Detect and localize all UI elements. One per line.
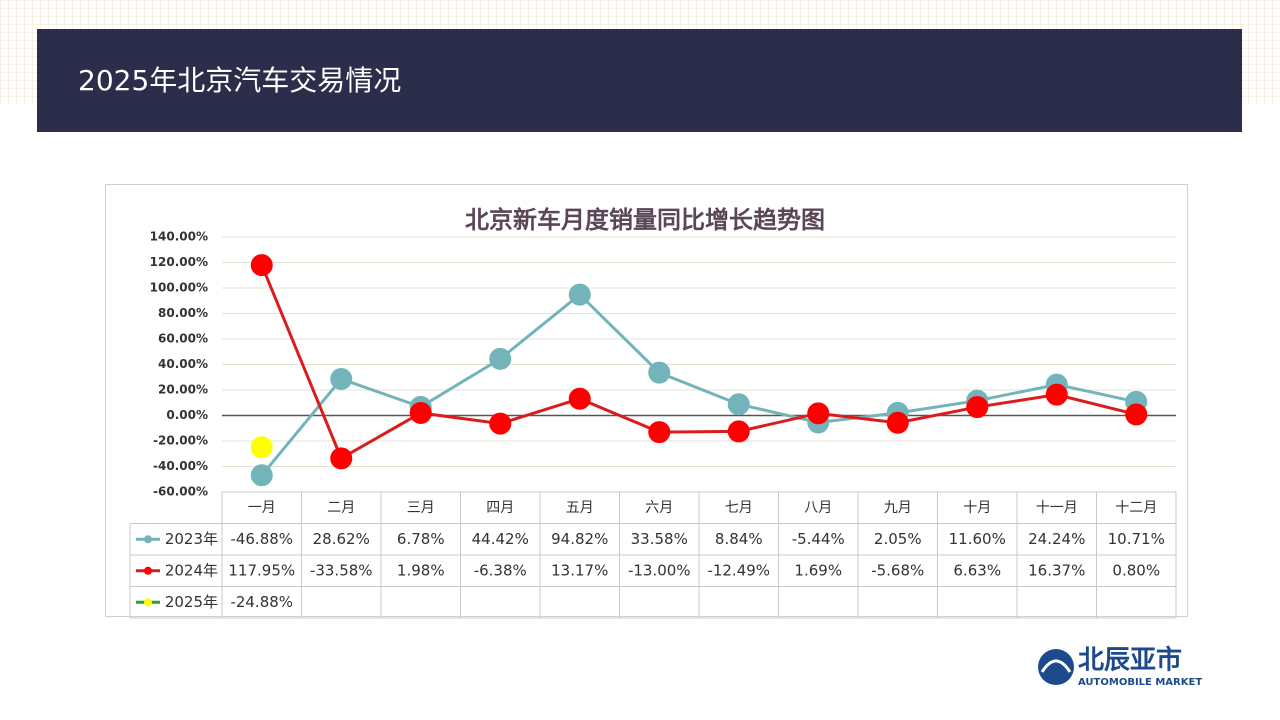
- table-value: 8.84%: [715, 530, 763, 548]
- table-value: 16.37%: [1028, 561, 1085, 579]
- table-value: 11.60%: [949, 530, 1006, 548]
- x-tick-label: 五月: [566, 500, 594, 516]
- data-point: [966, 396, 989, 419]
- table-value: -6.38%: [474, 561, 527, 579]
- y-tick-label: 100.00%: [150, 281, 208, 295]
- logo-name: 北辰亚市: [1078, 645, 1182, 676]
- table-value: 1.98%: [397, 561, 445, 579]
- legend-label: 2024年: [165, 561, 218, 579]
- table-value: -5.44%: [792, 530, 845, 548]
- y-tick-label: 80.00%: [158, 306, 208, 320]
- y-tick-label: 0.00%: [166, 408, 208, 422]
- data-point: [330, 447, 353, 470]
- table-value: 24.24%: [1028, 530, 1085, 548]
- logo-icon-arc: [1040, 659, 1072, 673]
- data-point: [648, 421, 671, 444]
- chart-frame: [105, 184, 1188, 617]
- series-line: [260, 292, 1137, 477]
- legend-marker: [144, 535, 152, 544]
- y-tick-label: 40.00%: [158, 357, 208, 371]
- x-tick-label: 六月: [645, 500, 673, 516]
- data-point: [250, 464, 273, 487]
- x-tick-label: 七月: [725, 500, 753, 516]
- x-tick-label: 一月: [248, 500, 276, 516]
- data-point: [489, 412, 512, 435]
- data-point: [1045, 383, 1068, 406]
- logo-subtitle: AUTOMOBILE MARKET: [1078, 677, 1202, 688]
- table-value: 6.63%: [953, 561, 1001, 579]
- series-line: [260, 264, 1137, 461]
- table-value: 6.78%: [397, 530, 445, 548]
- table-value: -33.58%: [310, 561, 373, 579]
- table-value: 13.17%: [551, 561, 608, 579]
- y-tick-label: 120.00%: [150, 255, 208, 269]
- y-tick-label: 20.00%: [158, 383, 208, 397]
- data-point: [330, 368, 353, 391]
- chart: -60.00% -40.00% -20.00% 0.00% 20.00% 40.00% 60…: [129, 230, 1177, 619]
- table-value: 94.82%: [551, 530, 608, 548]
- y-tick-label: -60.00%: [153, 485, 208, 499]
- y-tick-label: -20.00%: [153, 434, 208, 448]
- logo-icon: [1038, 649, 1074, 685]
- data-point: [568, 283, 591, 306]
- x-tick-label: 四月: [486, 500, 514, 516]
- table-value: 10.71%: [1108, 530, 1165, 548]
- table-value: -13.00%: [628, 561, 691, 579]
- table-value: 33.58%: [631, 530, 688, 548]
- x-tick-label: 八月: [804, 500, 832, 516]
- legend-label: 2025年: [165, 593, 218, 611]
- y-tick-label: 140.00%: [150, 230, 208, 244]
- x-tick-label: 十一月: [1036, 500, 1078, 516]
- table-value: -46.88%: [230, 530, 293, 548]
- x-tick-label: 九月: [884, 500, 912, 516]
- legend-marker: [144, 598, 152, 607]
- table-value: 28.62%: [313, 530, 370, 548]
- legend-label: 2023年: [165, 530, 218, 548]
- header-title: 2025年北京汽车交易情况: [78, 64, 401, 97]
- table-value: -24.88%: [230, 593, 293, 611]
- data-point: [250, 436, 273, 459]
- table-value: 117.95%: [228, 561, 295, 579]
- data-point: [568, 387, 591, 410]
- header-bar: [37, 29, 1242, 132]
- x-tick-label: 三月: [407, 500, 435, 516]
- table-value: 1.69%: [794, 561, 842, 579]
- table-value: 0.80%: [1112, 561, 1160, 579]
- data-point: [807, 402, 830, 425]
- logo: 北辰亚市 AUTOMOBILE MARKET: [1038, 645, 1202, 688]
- data-point: [727, 393, 750, 416]
- data-point: [727, 420, 750, 443]
- y-tick-label: 60.00%: [158, 332, 208, 346]
- data-point: [409, 401, 432, 424]
- x-tick-label: 十月: [963, 500, 991, 516]
- data-point: [1125, 403, 1148, 426]
- table-value: 2.05%: [874, 530, 922, 548]
- x-tick-label: 二月: [327, 500, 355, 516]
- table-value: -12.49%: [707, 561, 770, 579]
- data-point: [886, 411, 909, 434]
- x-tick-label: 十二月: [1115, 500, 1157, 516]
- chart-title: 北京新车月度销量同比增长趋势图: [465, 206, 825, 234]
- data-point: [250, 254, 273, 277]
- table-value: -5.68%: [871, 561, 924, 579]
- table-value: 44.42%: [472, 530, 529, 548]
- legend-marker: [144, 566, 152, 575]
- y-tick-label: -40.00%: [153, 459, 208, 473]
- data-point: [648, 361, 671, 384]
- data-point: [489, 347, 512, 370]
